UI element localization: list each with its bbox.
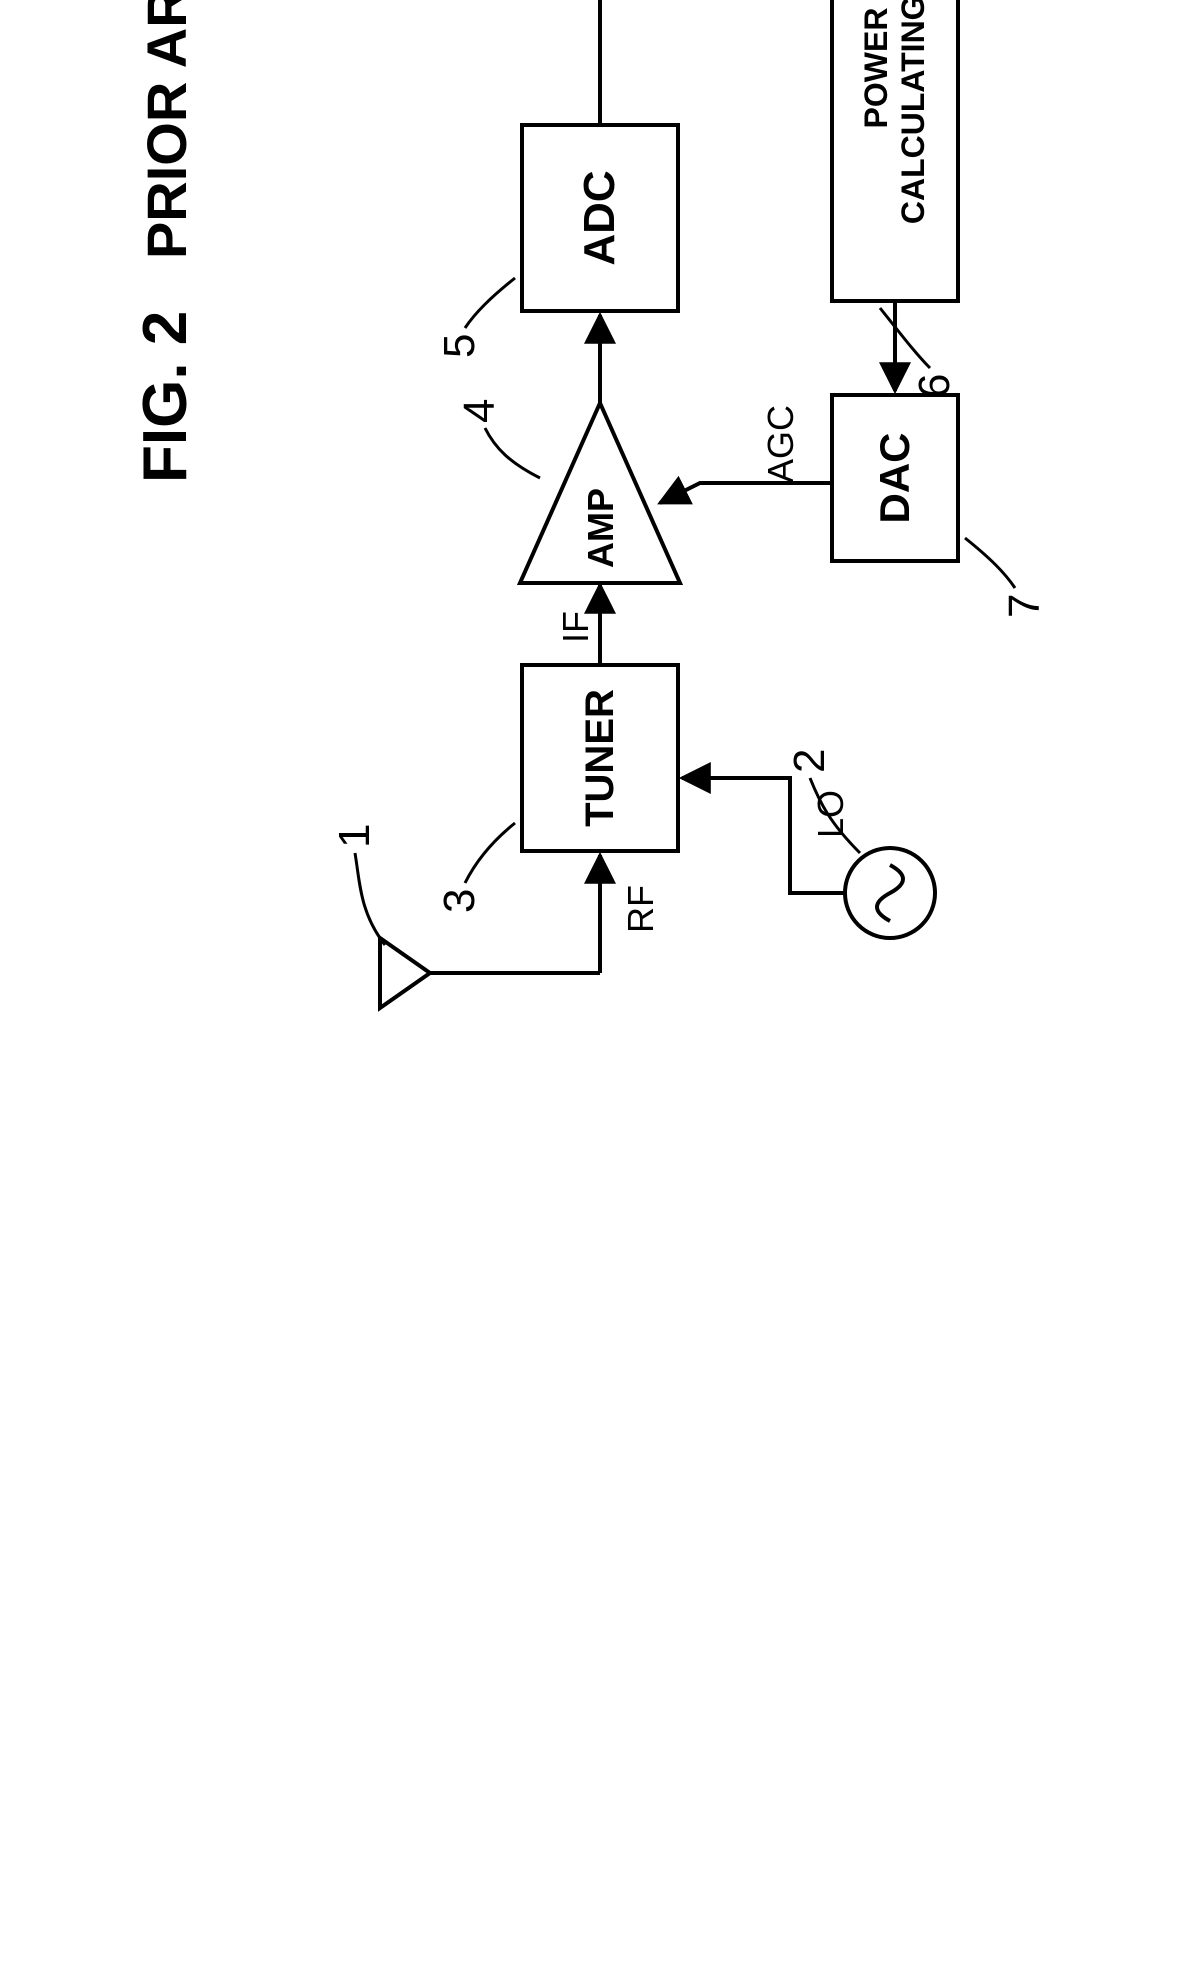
block-tuner: TUNER — [520, 663, 680, 853]
leader-6 — [880, 308, 930, 368]
diagram-stage: FIG. 2 PRIOR ART — [0, 0, 1183, 1183]
ref-2: 2 — [785, 749, 835, 773]
leader-3 — [465, 823, 515, 883]
label-agc: AGC — [760, 405, 802, 483]
ref-4: 4 — [455, 399, 505, 423]
block-power-label: POWER CALCULATING UNIT — [858, 0, 932, 224]
ref-3: 3 — [435, 889, 485, 913]
antenna-icon — [380, 938, 600, 1008]
leader-7 — [965, 538, 1015, 588]
block-amp-label: AMP — [580, 488, 622, 568]
ref-1: 1 — [330, 824, 380, 848]
label-if: IF — [555, 611, 597, 643]
block-adc-label: ADC — [575, 170, 626, 265]
wire-dac-to-amp-agc — [660, 483, 830, 503]
leader-1 — [355, 853, 385, 945]
oscillator-icon — [845, 848, 935, 938]
label-lo: LO — [810, 790, 852, 838]
block-dac-label: DAC — [871, 433, 919, 524]
block-dac: DAC — [830, 393, 960, 563]
block-adc: ADC — [520, 123, 680, 313]
ref-6: 6 — [910, 374, 960, 398]
ref-7: 7 — [1000, 594, 1050, 618]
block-power-calc: POWER CALCULATING UNIT — [830, 0, 960, 303]
leader-5 — [465, 278, 515, 328]
block-tuner-label: TUNER — [577, 689, 623, 827]
ref-5: 5 — [435, 334, 485, 358]
leader-4 — [485, 428, 540, 478]
label-rf: RF — [620, 885, 662, 933]
